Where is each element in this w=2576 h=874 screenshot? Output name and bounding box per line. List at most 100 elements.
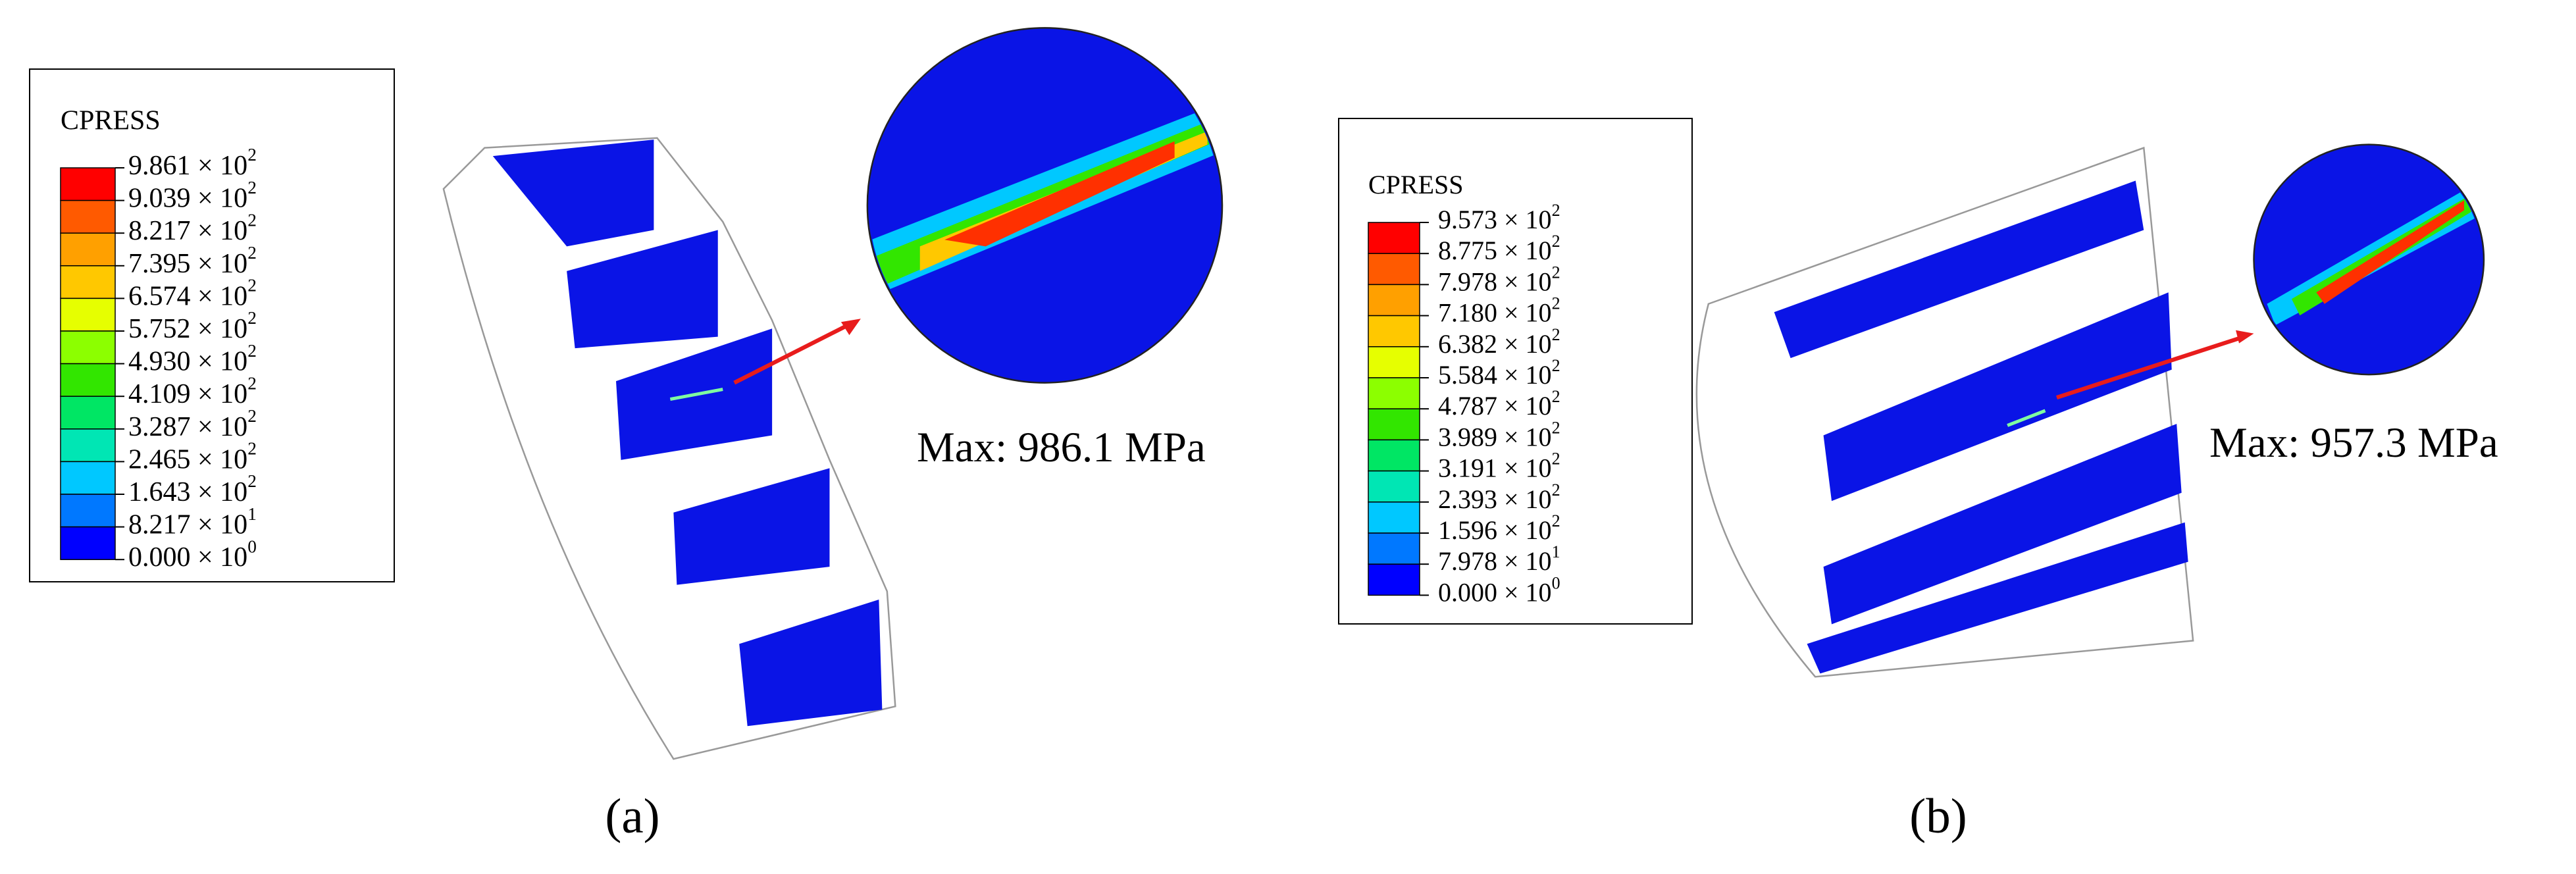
- legend-swatch: [60, 428, 116, 463]
- legend-label: 7.978 × 101: [1438, 542, 1560, 576]
- legend-label: 9.861 × 102: [128, 145, 257, 180]
- legend-label-base: 6.382 × 10: [1438, 329, 1552, 359]
- legend-label: 0.000 × 100: [1438, 573, 1560, 607]
- zoom-b: [2253, 143, 2485, 376]
- legend-label-exp: 2: [1552, 232, 1560, 251]
- legend-label-exp: 2: [247, 341, 257, 361]
- legend-label-exp: 2: [247, 439, 257, 459]
- panel-caption: (a): [605, 789, 659, 844]
- legend-label: 7.180 × 102: [1438, 294, 1560, 328]
- legend-label-exp: 1: [1552, 542, 1560, 561]
- legend-label-exp: 2: [1552, 418, 1560, 437]
- max-label: Max: 986.1 MPa: [917, 424, 1206, 471]
- legend-label: 4.109 × 102: [128, 374, 257, 409]
- legend-label-base: 9.039 × 10: [128, 183, 247, 213]
- legend-label: 9.573 × 102: [1438, 201, 1560, 234]
- legend-label: 0.000 × 100: [128, 537, 257, 573]
- legend-label-exp: 0: [1552, 573, 1560, 592]
- legend-label-base: 1.596 × 10: [1438, 515, 1552, 545]
- legend-label-base: 0.000 × 10: [1438, 578, 1552, 607]
- legend-label-base: 4.109 × 10: [128, 379, 247, 409]
- legend-label: 8.775 × 102: [1438, 232, 1560, 265]
- legend-swatch: [60, 199, 116, 234]
- gear-b: [1695, 146, 2254, 678]
- legend-label: 4.787 × 102: [1438, 387, 1560, 421]
- legend-label-base: 5.584 × 10: [1438, 360, 1552, 390]
- legend-label: 2.393 × 102: [1438, 480, 1560, 514]
- legend-label-exp: 2: [1552, 201, 1560, 220]
- legend-swatch: [1368, 501, 1420, 534]
- legend-label-base: 3.989 × 10: [1438, 423, 1552, 452]
- legend-label: 1.596 × 102: [1438, 511, 1560, 545]
- legend-label-base: 7.978 × 10: [1438, 546, 1552, 576]
- legend-label-exp: 2: [1552, 511, 1560, 530]
- legend-swatch: [1368, 408, 1420, 441]
- legend-label-exp: 2: [247, 243, 257, 263]
- zoom-a: [866, 27, 1224, 384]
- legend-title: CPRESS: [1368, 170, 1464, 199]
- legend-label-exp: 2: [1552, 450, 1560, 469]
- panel-caption: (b): [1909, 789, 1967, 844]
- legend-swatch: [1368, 377, 1420, 409]
- legend-label-exp: 2: [247, 145, 257, 165]
- legend-label: 7.978 × 102: [1438, 263, 1560, 296]
- legend-swatch: [1368, 315, 1420, 347]
- legend-label: 8.217 × 102: [128, 211, 257, 246]
- legend-label-base: 3.191 × 10: [1438, 453, 1552, 483]
- legend-label-base: 5.752 × 10: [128, 314, 247, 344]
- legend-label-exp: 2: [247, 178, 257, 197]
- legend-label-exp: 2: [247, 211, 257, 230]
- legend-label-base: 9.573 × 10: [1438, 205, 1552, 234]
- legend-label-exp: 0: [247, 537, 257, 557]
- legend-swatch: [1368, 532, 1420, 565]
- legend-label: 8.217 × 101: [128, 504, 257, 540]
- legend-swatch: [1368, 439, 1420, 472]
- legend-swatch: [1368, 563, 1420, 596]
- legend-label-base: 7.180 × 10: [1438, 298, 1552, 328]
- legend-swatch: [60, 167, 116, 201]
- legend-label-base: 7.978 × 10: [1438, 267, 1552, 297]
- legend-label-base: 2.465 × 10: [128, 444, 247, 475]
- legend-swatch: [60, 494, 116, 528]
- legend-swatch: [60, 363, 116, 397]
- legend-label: 9.039 × 102: [128, 178, 257, 213]
- legend-label-base: 6.574 × 10: [128, 281, 247, 311]
- legend-label-base: 4.787 × 10: [1438, 391, 1552, 421]
- legend-label-base: 3.287 × 10: [128, 411, 247, 442]
- legend-label-exp: 2: [1552, 294, 1560, 313]
- legend-label: 2.465 × 102: [128, 439, 257, 475]
- legend-label: 5.752 × 102: [128, 308, 257, 344]
- legend-label-exp: 2: [247, 471, 257, 491]
- legend-label-exp: 2: [247, 276, 257, 296]
- legend-label: 6.574 × 102: [128, 276, 257, 311]
- legend-label-exp: 2: [1552, 387, 1560, 406]
- legend-label-exp: 1: [247, 504, 257, 524]
- legend-label-base: 8.217 × 10: [128, 216, 247, 246]
- legend-label-base: 8.775 × 10: [1438, 236, 1552, 265]
- legend-label-exp: 2: [1552, 480, 1560, 500]
- legend-swatch: [60, 461, 116, 495]
- legend-label: 6.382 × 102: [1438, 325, 1560, 359]
- legend-label-exp: 2: [247, 308, 257, 328]
- legend-swatch: [60, 297, 116, 332]
- legend-label-base: 2.393 × 10: [1438, 484, 1552, 514]
- legend-swatch: [1368, 284, 1420, 317]
- legend-swatch: [60, 232, 116, 267]
- drawings: [442, 27, 2485, 760]
- legend-label: 1.643 × 102: [128, 471, 257, 507]
- legend-swatch: [60, 396, 116, 430]
- legend-swatch: [1368, 253, 1420, 286]
- legend-label-base: 9.861 × 10: [128, 151, 247, 181]
- legend-label-exp: 2: [1552, 356, 1560, 375]
- legend-label-base: 4.930 × 10: [128, 346, 247, 376]
- legend-label-base: 0.000 × 10: [128, 542, 247, 573]
- legend-label-exp: 2: [1552, 325, 1560, 344]
- legend-label-exp: 2: [247, 406, 257, 426]
- legend-swatch: [60, 265, 116, 299]
- legend-swatch: [60, 330, 116, 365]
- legend-label: 3.287 × 102: [128, 406, 257, 442]
- legend-swatch: [1368, 222, 1420, 254]
- legend-label-exp: 2: [1552, 263, 1560, 282]
